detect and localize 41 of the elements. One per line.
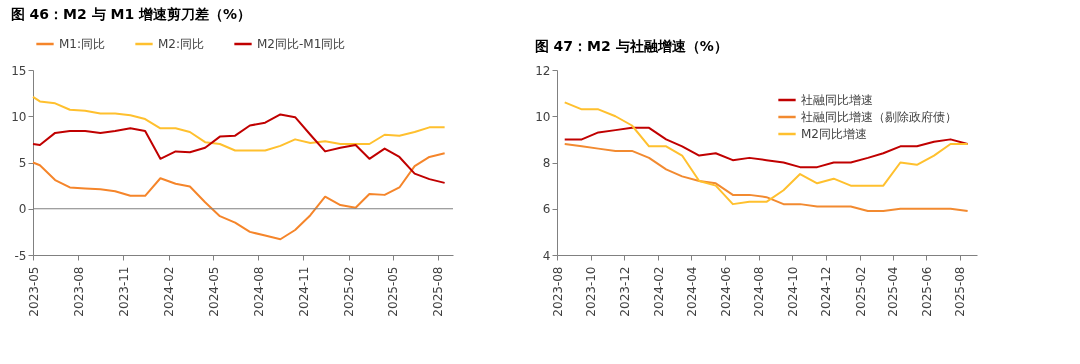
x-tick-label: 2024-05 bbox=[206, 266, 221, 317]
x-tick-label: 2023-11 bbox=[116, 266, 131, 317]
x-tick-label: 2025-04 bbox=[886, 266, 901, 317]
legend-label: M1:同比 bbox=[59, 37, 106, 51]
y-tick-label: -5 bbox=[14, 248, 27, 263]
x-tick-label: 2024-08 bbox=[752, 266, 767, 317]
y-tick-label: 10 bbox=[535, 109, 551, 124]
y-tick-label: 5 bbox=[18, 156, 27, 170]
x-tick-label: 2023-08 bbox=[550, 266, 565, 317]
x-tick-label: 2023-10 bbox=[584, 266, 599, 317]
x-tick-label: 2025-06 bbox=[919, 266, 934, 317]
y-tick-label: 15 bbox=[11, 63, 27, 78]
x-tick-label: 2025-02 bbox=[853, 266, 868, 317]
x-tick-label: 2024-02 bbox=[162, 266, 177, 317]
x-tick-label: 2025-08 bbox=[953, 266, 968, 317]
y-tick-label: 8 bbox=[542, 156, 551, 170]
y-tick-label: 4 bbox=[542, 248, 551, 263]
y-tick-label: 12 bbox=[535, 63, 551, 78]
x-tick-label: 2024-04 bbox=[684, 266, 699, 317]
x-tick-label: 2024-06 bbox=[718, 266, 733, 317]
x-tick-label: 2025-05 bbox=[386, 266, 401, 317]
x-tick-label: 2023-12 bbox=[617, 266, 632, 317]
y-tick-label: 6 bbox=[542, 202, 551, 217]
x-tick-label: 2025-08 bbox=[431, 266, 446, 317]
x-tick-label: 2024-12 bbox=[819, 266, 834, 317]
y-tick-label: 10 bbox=[11, 109, 27, 124]
legend-label: M2同比增速 bbox=[801, 127, 867, 141]
x-tick-label: 2024-10 bbox=[785, 266, 800, 317]
x-tick-label: 2024-11 bbox=[296, 266, 311, 317]
chart-title: 图 47：M2 与社融增速（%） bbox=[534, 38, 728, 54]
y-tick-label: 0 bbox=[18, 202, 27, 217]
x-tick-label: 2024-02 bbox=[651, 266, 666, 317]
x-tick-label: 2023-05 bbox=[26, 266, 41, 317]
legend-label: M2:同比 bbox=[158, 37, 205, 51]
x-tick-label: 2025-02 bbox=[342, 266, 357, 317]
x-tick-label: 2023-08 bbox=[71, 266, 86, 317]
legend-label: 社融同比增速 bbox=[801, 93, 873, 107]
chart-title: 图 46：M2 与 M1 增速剪刀差（%） bbox=[10, 6, 252, 22]
legend-label: M2同比-M1同比 bbox=[257, 37, 346, 51]
x-tick-label: 2024-08 bbox=[251, 266, 266, 317]
legend-label: 社融同比增速（剔除政府债） bbox=[801, 110, 957, 124]
